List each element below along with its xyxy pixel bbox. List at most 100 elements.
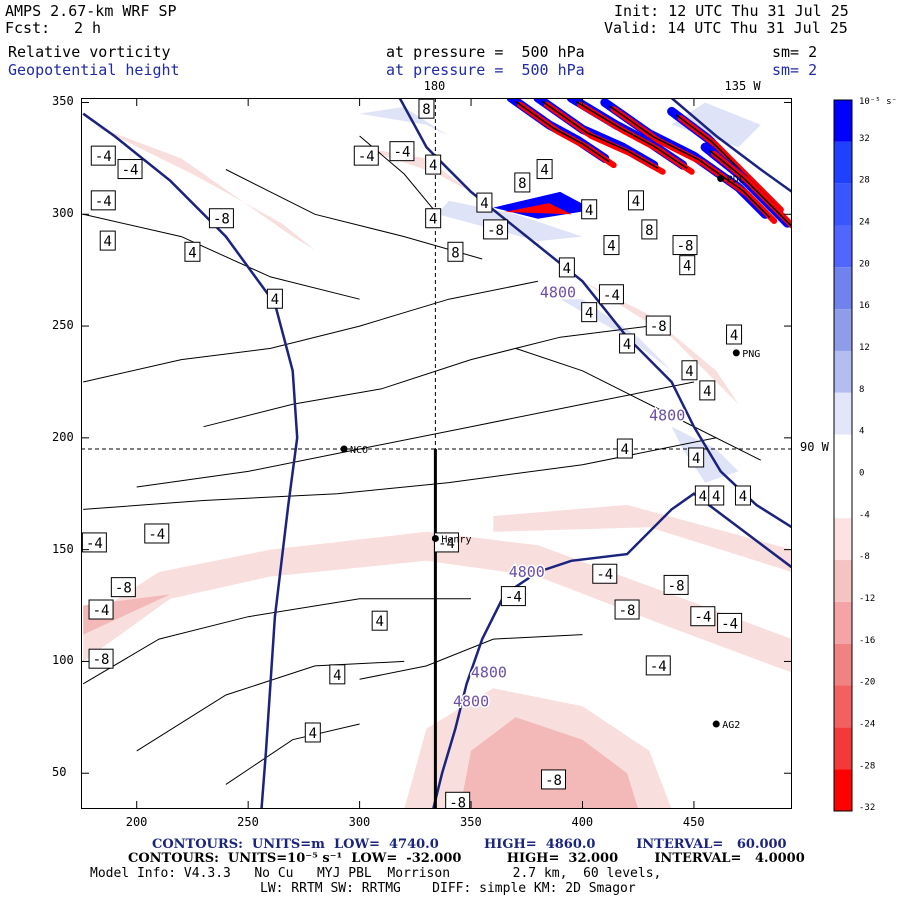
init-time: Init: 12 UTC Thu 31 Jul 25	[614, 2, 849, 20]
colorbar-swatch	[834, 685, 852, 728]
negative-vorticity-band	[83, 531, 792, 673]
colorbar-unit: 10⁻⁵ s⁻¹	[859, 97, 898, 107]
svg-text:-8: -8	[650, 319, 667, 335]
fcst-label: Fcst:	[5, 19, 51, 37]
vorticity-label: -4	[690, 606, 716, 627]
vorticity-label: 8	[514, 172, 531, 193]
vorticity-label: 4	[688, 447, 705, 468]
y-tick-label: 150	[52, 541, 74, 556]
vorticity-contour	[515, 100, 610, 163]
svg-text:8: 8	[518, 176, 526, 192]
station-marker	[431, 534, 439, 542]
vorticity-contour	[575, 100, 688, 170]
x-tick-label: 400	[571, 815, 594, 829]
colorbar-level-label: 24	[859, 218, 870, 228]
vorticity-contour	[82, 598, 471, 685]
svg-text:-8: -8	[668, 578, 685, 594]
station-marker	[717, 174, 725, 182]
colorbar-level-label: 12	[859, 343, 870, 353]
colorbar-level-label: 20	[859, 259, 870, 269]
svg-text:-4: -4	[148, 527, 165, 543]
height-label: 4800	[471, 664, 507, 682]
svg-text:-4: -4	[505, 590, 522, 606]
colorbar-swatch	[834, 601, 852, 644]
vorticity-contour	[83, 437, 717, 510]
svg-text:-8: -8	[619, 603, 636, 619]
positive-vorticity-region	[359, 106, 449, 136]
vorticity-label: 4	[558, 257, 575, 278]
vorticity-label: 4	[266, 288, 283, 309]
svg-text:-4: -4	[86, 536, 103, 552]
svg-text:4: 4	[683, 259, 691, 275]
colorbar-swatch	[834, 183, 852, 226]
vorticity-label: -4	[90, 145, 116, 166]
vorticity-contour	[83, 213, 360, 300]
vorticity-contour	[225, 169, 483, 260]
field1-name: Relative vorticity	[8, 43, 171, 61]
vorticity-label: -4	[717, 612, 743, 633]
vorticity-label: -4	[144, 523, 170, 544]
model-title: AMPS 2.67-km WRF SP	[5, 2, 177, 20]
colorbar-swatch	[834, 267, 852, 310]
vorticity-label: -8	[541, 769, 567, 790]
geopotential-height-contour	[670, 98, 792, 193]
vorticity-contour	[709, 149, 792, 228]
svg-text:4: 4	[712, 489, 720, 505]
vorticity-label: 4	[581, 302, 598, 323]
svg-text:4: 4	[104, 234, 112, 250]
svg-text:4: 4	[429, 212, 437, 228]
vorticity-label: 4	[581, 199, 598, 220]
vorticity-label: 4	[425, 154, 442, 175]
colorbar-level-label: 8	[859, 385, 864, 395]
x-tick-label: 350	[460, 815, 482, 829]
vorticity-label: 4	[616, 438, 633, 459]
field2-level: at pressure = 500 hPa	[386, 61, 585, 79]
x-tick-label: 200	[125, 815, 148, 829]
height-label: 4800	[509, 563, 545, 581]
svg-text:8: 8	[422, 102, 430, 118]
vorticity-label: 4	[726, 324, 743, 345]
vorticity-label: -4	[389, 141, 415, 162]
station-marker	[340, 445, 348, 453]
colorbar-level-label: -28	[859, 761, 875, 771]
vorticity-label: 4	[603, 235, 620, 256]
positive-vorticity-region	[671, 426, 739, 483]
svg-text:-4: -4	[358, 149, 375, 165]
svg-text:-8: -8	[487, 223, 504, 239]
vorticity-contour	[359, 634, 583, 680]
vorticity-label: 8	[641, 219, 658, 240]
svg-text:8: 8	[645, 223, 653, 239]
vorticity-contour	[225, 723, 360, 785]
svg-text:4: 4	[692, 451, 700, 467]
vorticity-label: -4	[434, 532, 460, 553]
vorticity-map: -4-4-4-8-4 -44844448-884444844-84-44-8444…	[81, 98, 792, 809]
colorbar-swatch	[834, 100, 852, 142]
vorticity-label: -4	[117, 159, 143, 180]
svg-text:4: 4	[739, 489, 747, 505]
station-label: PNG	[742, 349, 760, 360]
colorbar-level-label: -4	[859, 510, 870, 520]
x-tick-label: 250	[237, 815, 259, 829]
colorbar-swatch	[834, 434, 852, 477]
positive-vorticity-region	[671, 102, 761, 148]
field2-sm: sm= 2	[772, 61, 818, 79]
vorticity-label: -8	[614, 599, 640, 620]
vorticity-label: 4	[536, 159, 553, 180]
field1-sm: sm= 2	[772, 43, 818, 61]
colorbar-level-label: -8	[859, 552, 870, 562]
map-frame	[81, 98, 792, 809]
svg-text:-8: -8	[93, 652, 110, 668]
colorbar: 32 28 24 20 16 12 8 4 0 -4 -8 -12 -16 -20 -24 -28 -32 10⁻…	[833, 97, 898, 812]
svg-text:4: 4	[685, 364, 693, 380]
vorticity-label: -4	[88, 599, 114, 620]
colorbar-frame	[833, 99, 853, 812]
colorbar-swatch	[834, 643, 852, 686]
colorbar-swatch	[834, 769, 852, 811]
colorbar-swatch	[834, 392, 852, 435]
vorticity-label: 4	[304, 722, 321, 743]
svg-text:4: 4	[607, 239, 615, 255]
vorticity-label: 8	[418, 98, 435, 119]
colorbar-level-label: -20	[859, 678, 875, 688]
svg-text:-4: -4	[596, 567, 613, 583]
y-tick-label: 50	[52, 765, 67, 780]
